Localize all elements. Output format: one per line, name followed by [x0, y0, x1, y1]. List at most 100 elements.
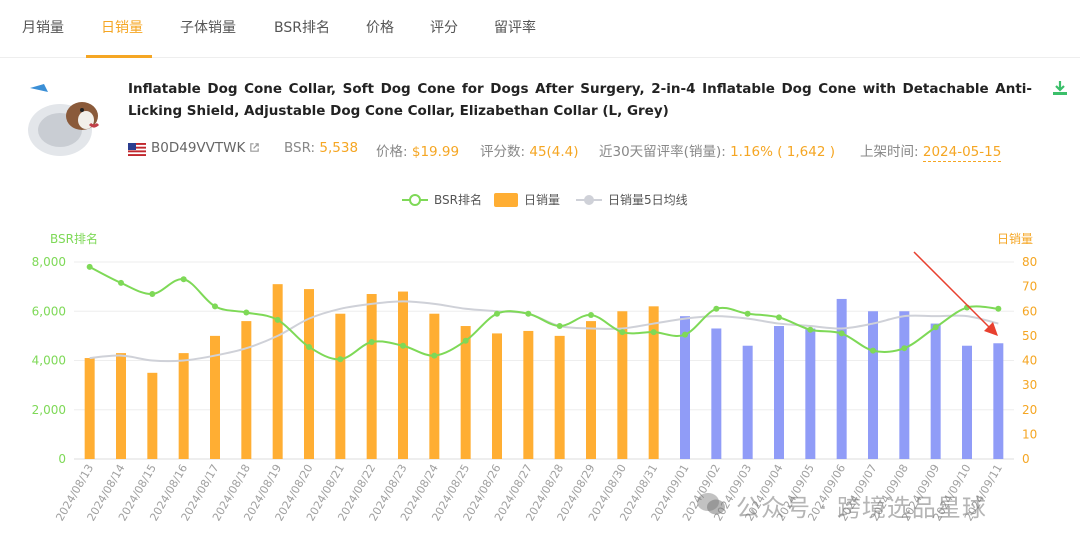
bar-daily-sales[interactable]: [648, 306, 659, 459]
tab-price[interactable]: 价格: [366, 20, 394, 36]
bar-daily-sales[interactable]: [304, 289, 314, 459]
bsr-point[interactable]: [776, 314, 782, 321]
bsr-point[interactable]: [306, 343, 312, 350]
bsr-point[interactable]: [180, 276, 187, 283]
bar-daily-sales[interactable]: [680, 316, 690, 459]
bsr-point[interactable]: [713, 305, 720, 312]
bsr-point[interactable]: [243, 309, 250, 316]
tab-daily-sales[interactable]: 日销量: [101, 20, 143, 36]
product-title[interactable]: Inflatable Dog Cone Collar, Soft Dog Con…: [128, 81, 1032, 119]
price-stat: 价格: $19.99: [376, 140, 459, 160]
bar-daily-sales[interactable]: [84, 358, 95, 459]
annotation-arrow: [913, 251, 993, 331]
bar-daily-sales[interactable]: [429, 313, 440, 459]
right-axis-tick-label: 0: [1022, 452, 1030, 466]
bar-daily-sales[interactable]: [836, 298, 847, 459]
bar-daily-sales[interactable]: [398, 291, 408, 459]
listed-date-label: 上架时间:: [860, 144, 919, 160]
bar-daily-sales[interactable]: [116, 353, 126, 459]
us-flag-icon: [128, 143, 146, 156]
bsr-point[interactable]: [901, 345, 908, 352]
bar-daily-sales[interactable]: [774, 326, 784, 459]
download-icon[interactable]: [1052, 80, 1070, 98]
bsr-point[interactable]: [337, 356, 344, 363]
bsr-point[interactable]: [838, 330, 845, 337]
bar-daily-sales[interactable]: [899, 311, 910, 459]
bar-daily-sales[interactable]: [868, 311, 878, 459]
bar-daily-sales[interactable]: [366, 294, 377, 459]
legend-sales-label[interactable]: 日销量: [524, 193, 560, 207]
bsr-point[interactable]: [556, 323, 563, 330]
bsr-point[interactable]: [744, 310, 751, 317]
bsr-point[interactable]: [870, 347, 876, 354]
review-rate-value: 1.16% ( 1,642 ): [730, 144, 836, 160]
legend-sales-swatch[interactable]: [494, 193, 518, 207]
rating-stat: 评分数: 45(4.4): [480, 140, 579, 160]
asin-value: B0D49VVTWK: [151, 140, 246, 156]
watermark-text: 公众号 · 跨境选品星球: [736, 494, 987, 522]
bsr-point[interactable]: [494, 310, 500, 317]
bar-daily-sales[interactable]: [962, 345, 972, 459]
product-header: Inflatable Dog Cone Collar, Soft Dog Con…: [0, 58, 1080, 178]
price-value: $19.99: [411, 144, 460, 160]
right-axis-tick-label: 30: [1022, 378, 1037, 392]
review-rate-label: 近30天留评率(销量):: [599, 144, 726, 160]
legend-bsr-label[interactable]: BSR排名: [434, 192, 482, 207]
right-axis-tick-label: 80: [1022, 255, 1037, 269]
tab-bsr-rank[interactable]: BSR排名: [274, 20, 330, 36]
product-image[interactable]: [24, 80, 106, 162]
bar-daily-sales[interactable]: [711, 328, 722, 459]
bsr-point[interactable]: [619, 329, 626, 336]
bsr-point[interactable]: [86, 263, 93, 270]
bar-daily-sales[interactable]: [930, 323, 941, 459]
tab-monthly-sales[interactable]: 月销量: [22, 20, 64, 36]
bsr-value: 5,538: [319, 140, 359, 156]
daily-sales-chart: 0 2,000 4,000 6,000 8,000 0 10 20 30 40 50 60 70 80 BS…: [0, 180, 1080, 551]
bar-daily-sales[interactable]: [586, 321, 596, 459]
bar-daily-sales[interactable]: [210, 335, 220, 459]
bsr-point[interactable]: [118, 279, 124, 286]
bar-daily-sales[interactable]: [460, 326, 471, 459]
bar-daily-sales[interactable]: [272, 284, 283, 459]
tab-review-rate[interactable]: 留评率: [494, 20, 536, 36]
series-line-bsr: [89, 266, 999, 361]
bsr-point[interactable]: [932, 324, 939, 331]
wechat-logo-icon: [697, 493, 725, 515]
tab-rating[interactable]: 评分: [430, 20, 458, 36]
bsr-point[interactable]: [995, 305, 1002, 312]
bar-daily-sales[interactable]: [617, 311, 628, 459]
asin-link[interactable]: B0D49VVTWK: [151, 140, 260, 156]
legend-bsr-marker: [409, 194, 421, 206]
bar-daily-sales[interactable]: [742, 345, 753, 459]
bar-daily-sales[interactable]: [805, 328, 816, 459]
active-tab-indicator: [86, 55, 152, 58]
bsr-point[interactable]: [149, 291, 156, 298]
bar-daily-sales[interactable]: [147, 372, 158, 459]
bsr-point[interactable]: [212, 303, 218, 310]
bsr-point[interactable]: [650, 329, 657, 336]
bsr-point[interactable]: [807, 326, 814, 333]
bsr-point[interactable]: [400, 342, 406, 349]
bsr-point[interactable]: [682, 331, 688, 338]
legend-ma-label[interactable]: 日销量5日均线: [608, 193, 688, 207]
right-axis-tick-label: 60: [1022, 304, 1037, 318]
bar-daily-sales[interactable]: [993, 343, 1004, 459]
rating-label: 评分数:: [480, 144, 526, 160]
bar-daily-sales[interactable]: [178, 353, 189, 459]
bsr-point[interactable]: [462, 337, 469, 344]
bar-daily-sales[interactable]: [554, 335, 565, 459]
bsr-point[interactable]: [274, 316, 281, 323]
chart-svg: 0 2,000 4,000 6,000 8,000 0 10 20 30 40 50 60 70 80 BS…: [32, 192, 1038, 523]
bsr-point[interactable]: [588, 311, 594, 318]
bar-daily-sales[interactable]: [492, 333, 502, 459]
price-label: 价格:: [376, 144, 408, 160]
tab-variant-sales[interactable]: 子体销量: [180, 20, 236, 36]
bar-daily-sales[interactable]: [241, 321, 252, 459]
bsr-point[interactable]: [525, 310, 532, 317]
right-axis-tick-label: 50: [1022, 329, 1037, 343]
bar-daily-sales[interactable]: [523, 330, 534, 459]
left-axis-tick-label: 2,000: [32, 403, 66, 417]
bsr-point[interactable]: [431, 352, 438, 359]
bsr-point[interactable]: [368, 339, 375, 346]
bar-daily-sales[interactable]: [335, 313, 346, 459]
